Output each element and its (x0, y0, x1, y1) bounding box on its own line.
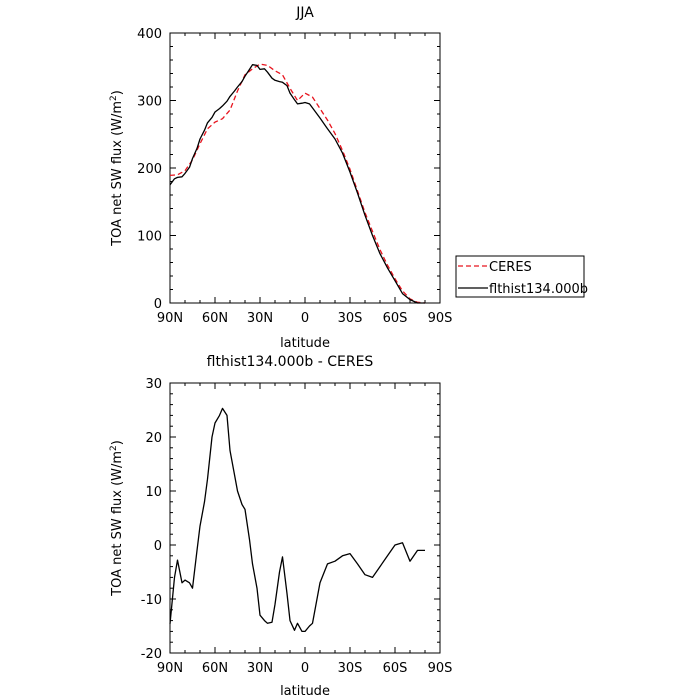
bottom-y-axis-label-end: ) (110, 440, 125, 445)
bottom-x-tick-label: 60S (383, 661, 408, 676)
top-x-tick-label: 0 (301, 311, 309, 326)
top-chart-title: JJA (295, 5, 314, 21)
top-x-tick-label: 60N (202, 311, 228, 326)
bottom-x-tick-label: 90S (428, 661, 453, 676)
top-chart: JJA 90N 60N 30N 0 30S 60S 90S 0 100 200 300 400 lat… (109, 5, 588, 351)
top-x-tick-label: 90N (157, 311, 183, 326)
bottom-x-axis-label: latitude (280, 684, 330, 699)
bottom-series-group (169, 407, 425, 633)
bottom-y-tick-label: 0 (154, 539, 162, 554)
bottom-y-tick-label: 30 (145, 377, 162, 392)
top-y-tick-label: 200 (137, 162, 162, 177)
bottom-x-tick-label: 60N (202, 661, 228, 676)
top-plot-frame (169, 32, 441, 304)
bottom-y-tick-label: 20 (145, 431, 162, 446)
bottom-y-tick-label: -10 (141, 593, 162, 608)
bottom-chart: flthist134.000b - CERES 90N 60N 30N 0 30S 60S… (109, 354, 452, 699)
top-y-axis-label-end: ) (110, 90, 125, 95)
bottom-x-tick-label: 30N (247, 661, 273, 676)
top-y-tick-label: 100 (137, 230, 162, 245)
top-y-tick-label: 300 (137, 95, 162, 110)
legend-label-ceres: CERES (489, 260, 532, 275)
top-ticks: 90N 60N 30N 0 30S 60S 90S 0 100 200 300 400 (137, 27, 452, 326)
top-x-tick-label: 30S (338, 311, 363, 326)
bottom-chart-title: flthist134.000b - CERES (207, 354, 374, 370)
bottom-y-axis-label-main: TOA net SW flux (W/m (110, 451, 125, 597)
top-y-axis-label: TOA net SW flux (W/m2) (109, 90, 125, 247)
top-x-tick-label: 60S (383, 311, 408, 326)
bottom-y-tick-label: 10 (145, 485, 162, 500)
top-x-axis-label: latitude (280, 336, 330, 351)
bottom-x-tick-label: 30S (338, 661, 363, 676)
top-series-group (169, 63, 426, 304)
top-y-tick-label: 0 (154, 297, 162, 312)
top-y-tick-label: 400 (137, 27, 162, 42)
bottom-plot-frame (169, 382, 441, 654)
bottom-y-axis-label: TOA net SW flux (W/m2) (109, 440, 125, 597)
top-y-axis-label-sup: 2 (109, 95, 119, 101)
top-x-tick-label: 90S (428, 311, 453, 326)
top-y-axis-label-main: TOA net SW flux (W/m (110, 101, 125, 247)
legend-box (455, 255, 585, 298)
bottom-y-tick-label: -20 (141, 647, 162, 662)
legend-label-model: flthist134.000b (489, 282, 588, 297)
bottom-series-line-0 (169, 407, 425, 633)
bottom-ticks: 90N 60N 30N 0 30S 60S 90S -20 -10 0 10 20 30 (141, 377, 453, 676)
top-x-tick-label: 30N (247, 311, 273, 326)
top-legend: CERES flthist134.000b (455, 255, 588, 298)
bottom-x-tick-label: 0 (301, 661, 309, 676)
bottom-x-tick-label: 90N (157, 661, 183, 676)
bottom-y-axis-label-sup: 2 (109, 445, 119, 451)
top-series-line-1 (169, 64, 425, 304)
